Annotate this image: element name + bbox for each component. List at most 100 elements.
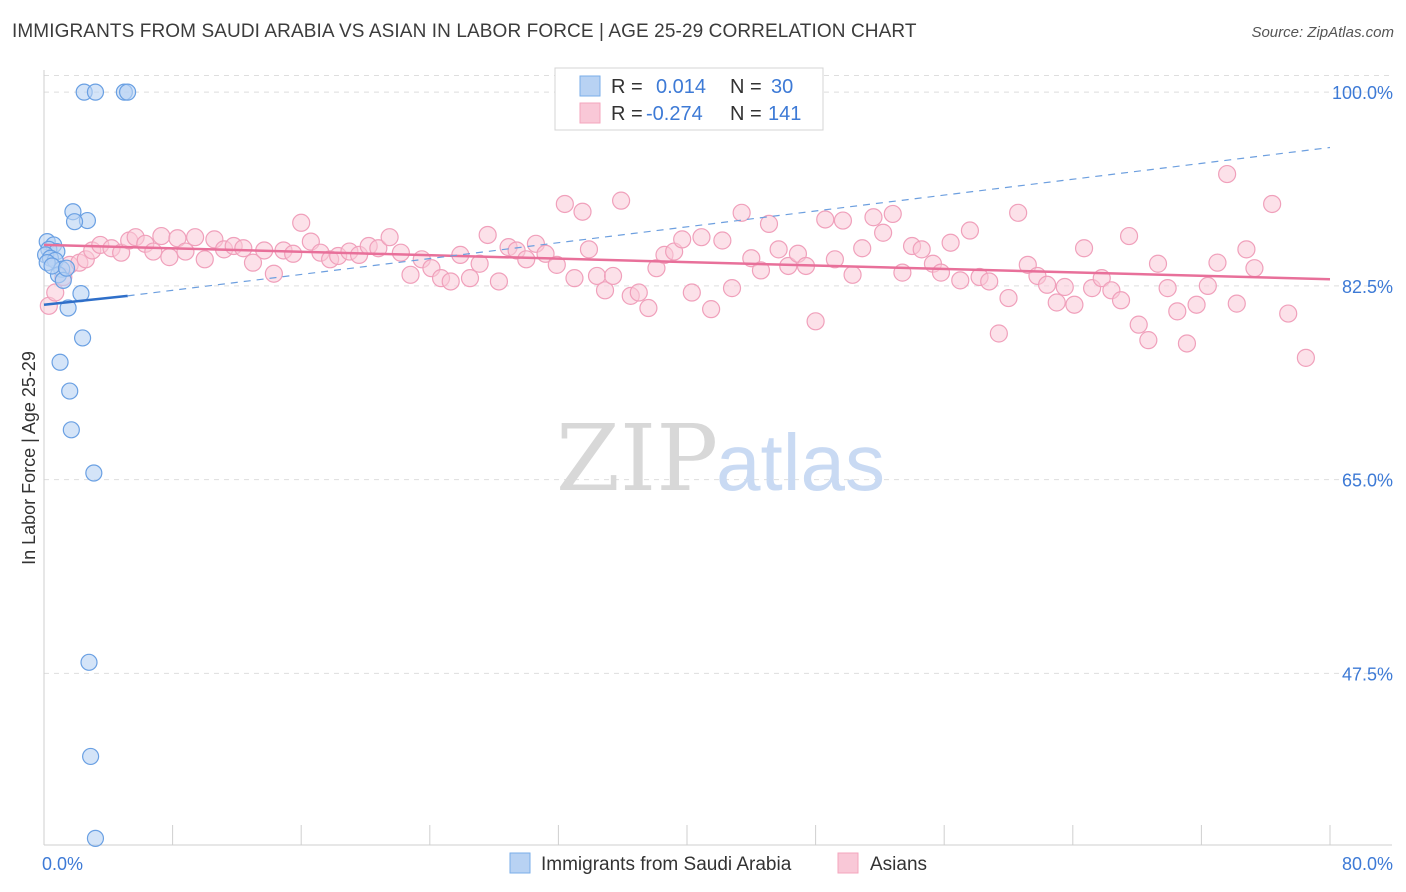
saudi-trend-line-dashed [127, 146, 1331, 297]
y-tick-label-1: 82.5% [1342, 277, 1393, 297]
asians-point-67 [647, 259, 666, 278]
legend-swatch-asians-bottom [837, 852, 859, 874]
asians-point-105 [1009, 203, 1028, 222]
asians-point-97 [931, 263, 951, 282]
asians-point-122 [1168, 302, 1187, 321]
asians-point-129 [1237, 240, 1256, 259]
saudi-point-3 [118, 83, 137, 101]
asians-point-38 [380, 228, 399, 247]
series-legend: Immigrants from Saudi Arabia Asians [509, 852, 927, 875]
legend-swatch-saudi [579, 75, 601, 97]
asians-point-48 [478, 225, 497, 245]
asians-point-47 [470, 254, 489, 273]
saudi-point-17 [65, 213, 84, 231]
asians-point-130 [1245, 259, 1264, 278]
saudi-point-20 [73, 329, 92, 347]
asians-point-99 [951, 271, 970, 290]
asians-point-76 [732, 203, 751, 222]
saudi-point-29 [57, 259, 76, 277]
chart-title: IMMIGRANTS FROM SAUDI ARABIA VS ASIAN IN… [12, 21, 917, 42]
asians-point-133 [1296, 348, 1315, 367]
watermark-zip: ZIP [556, 405, 718, 512]
asians-point-126 [1208, 253, 1227, 272]
asians-point-86 [825, 250, 844, 269]
asians-point-49 [489, 272, 509, 291]
asians-point-75 [722, 279, 742, 298]
legend-r-label-1: R = [611, 76, 643, 98]
legend-r-value-2: -0.274 [646, 103, 703, 125]
asians-point-116 [1111, 291, 1131, 310]
legend-label-asians: Asians [870, 854, 927, 875]
chart-source: Source: ZipAtlas.com [1251, 24, 1394, 41]
asians-point-121 [1158, 279, 1177, 298]
saudi-point-26 [82, 747, 100, 766]
asians-point-24 [243, 253, 263, 272]
y-axis-label: In Labor Force | Age 25-29 [19, 351, 39, 565]
saudi-point-1 [86, 83, 105, 101]
asians-point-19 [195, 250, 214, 269]
asians-point-89 [853, 239, 872, 258]
asians-point-78 [751, 261, 771, 280]
saudi-point-21 [51, 353, 69, 371]
x-tick-label-1: 80.0% [1342, 854, 1393, 874]
legend-swatch-saudi-bottom [509, 852, 531, 874]
asians-point-123 [1177, 334, 1197, 353]
asians-point-58 [573, 202, 592, 221]
asians-point-57 [565, 269, 584, 288]
asians-point-91 [874, 223, 893, 242]
asians-point-110 [1055, 277, 1074, 297]
legend-n-label-2: N = [730, 103, 762, 125]
legend-n-value-1: 30 [771, 76, 793, 98]
asians-point-70 [673, 230, 692, 249]
asians-point-74 [713, 231, 732, 250]
saudi-point-23 [62, 421, 80, 439]
asians-point-84 [806, 312, 825, 331]
series-asians [39, 164, 1315, 367]
asians-point-103 [989, 324, 1008, 343]
asians-point-127 [1218, 164, 1237, 184]
asians-point-28 [284, 244, 303, 263]
asians-point-120 [1148, 254, 1168, 273]
asians-point-66 [639, 298, 658, 318]
asians-point-40 [401, 265, 420, 284]
asians-point-95 [912, 240, 931, 259]
saudi-point-27 [86, 829, 105, 847]
axes-layer [43, 70, 1392, 846]
asians-point-98 [941, 233, 960, 252]
y-tick-label-3: 47.5% [1342, 664, 1393, 684]
asians-point-71 [682, 283, 701, 302]
watermark: ZIP atlas [556, 405, 885, 512]
asians-point-17 [176, 242, 195, 261]
asians-point-65 [629, 283, 648, 302]
asians-point-73 [702, 300, 721, 319]
legend-r-value-1: 0.014 [656, 76, 706, 98]
asians-point-100 [960, 221, 980, 240]
asians-point-80 [769, 240, 788, 259]
asians-point-90 [864, 208, 883, 227]
saudi-point-24 [85, 464, 103, 482]
asians-point-88 [843, 265, 862, 284]
asians-point-26 [264, 264, 283, 283]
asians-point-63 [611, 191, 631, 210]
asians-point-46 [460, 269, 480, 288]
asians-point-29 [292, 213, 311, 232]
asians-point-109 [1047, 293, 1066, 312]
asians-point-128 [1227, 294, 1246, 313]
asians-point-131 [1263, 194, 1282, 214]
watermark-atlas: atlas [716, 418, 885, 507]
series-saudi-arabia [37, 83, 137, 847]
stats-legend: R = 0.014 N = 30 R = -0.274 N = 141 [554, 67, 824, 131]
asians-point-59 [579, 240, 599, 259]
legend-label-saudi: Immigrants from Saudi Arabia [541, 854, 792, 875]
y-tick-label-2: 65.0% [1342, 471, 1393, 491]
saudi-trend-line [43, 294, 128, 306]
y-tick-labels: 100.0% 82.5% 65.0% 47.5% [1332, 83, 1393, 684]
legend-n-value-2: 141 [768, 103, 801, 125]
asians-point-23 [234, 239, 253, 258]
asians-point-119 [1139, 331, 1158, 350]
y-tick-label-0: 100.0% [1332, 83, 1393, 103]
x-tick-label-0: 0.0% [42, 854, 83, 874]
asians-point-118 [1129, 315, 1148, 334]
asians-point-56 [555, 194, 574, 214]
